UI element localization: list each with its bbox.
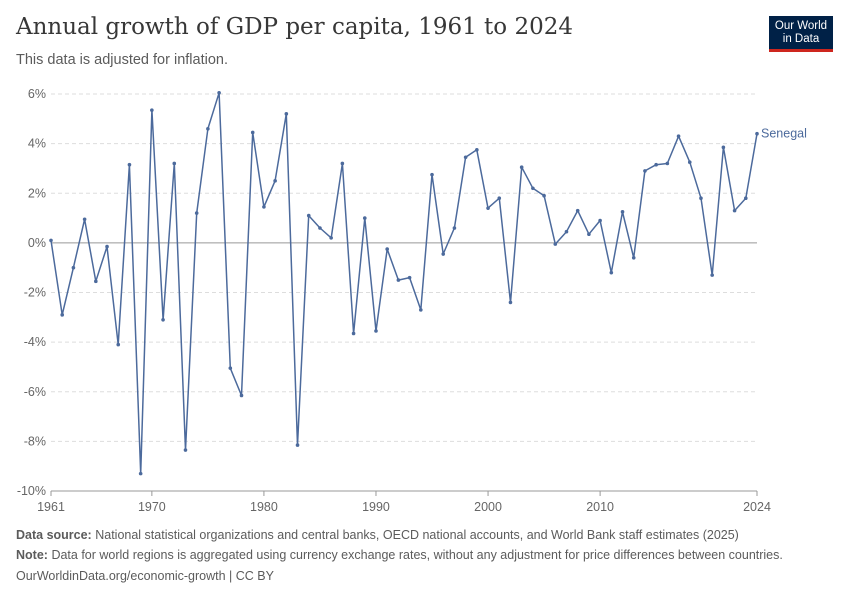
data-point: [306, 213, 311, 218]
data-point: [183, 448, 188, 452]
y-tick-label: 2%: [28, 186, 46, 200]
logo-line-2: in Data: [782, 33, 820, 45]
data-point: [127, 162, 132, 167]
data-point: [116, 342, 121, 347]
data-point: [721, 145, 726, 150]
logo-line-1: Our World: [774, 20, 828, 32]
y-tick-label: -8%: [24, 434, 46, 448]
data-point: [654, 162, 658, 167]
data-point: [329, 236, 333, 240]
data-point: [71, 265, 76, 270]
data-point: [82, 217, 87, 222]
data-point: [239, 393, 244, 398]
chart-note: Note: Data for world regions is aggregat…: [16, 548, 783, 562]
data-point: [508, 300, 513, 305]
series-layer: Senegal: [49, 90, 807, 476]
data-point: [587, 232, 591, 236]
note-label: Note:: [16, 548, 48, 562]
data-point: [374, 329, 378, 333]
data-source-label: Data source:: [16, 528, 92, 542]
data-point: [340, 161, 345, 166]
data-source: Data source: National statistical organi…: [16, 528, 739, 542]
data-point: [643, 169, 647, 173]
y-tick-label: -4%: [24, 335, 46, 349]
data-point: [49, 238, 53, 243]
data-point: [407, 275, 412, 280]
x-tick-label: 2010: [586, 500, 614, 514]
data-source-text: National statistical organizations and c…: [95, 528, 739, 542]
data-point: [755, 131, 759, 136]
data-point: [273, 179, 277, 183]
data-point: [564, 229, 569, 234]
data-point: [295, 443, 300, 447]
data-point: [172, 161, 177, 166]
data-point: [385, 247, 389, 251]
series-label: Senegal: [761, 127, 807, 141]
data-point: [620, 210, 625, 214]
data-point: [575, 208, 580, 213]
x-tick-label: 1990: [362, 500, 390, 514]
data-point: [318, 226, 322, 230]
chart-title: Annual growth of GDP per capita, 1961 to…: [16, 14, 573, 40]
data-point: [284, 112, 289, 116]
data-point: [419, 308, 423, 312]
x-tick-label: 1970: [138, 500, 166, 514]
x-tick-label: 1980: [250, 500, 278, 514]
data-point: [598, 218, 602, 223]
owid-logo[interactable]: Our World in Data: [769, 16, 833, 52]
data-point: [217, 90, 221, 95]
note-text: Data for world regions is aggregated usi…: [51, 548, 783, 562]
x-tick-label: 2000: [474, 500, 502, 514]
data-point: [452, 226, 457, 230]
chart-subtitle: This data is adjusted for inflation.: [16, 52, 228, 68]
y-tick-label: 6%: [28, 87, 46, 101]
data-point: [150, 108, 154, 112]
data-point: [687, 160, 692, 165]
data-point: [542, 193, 546, 198]
x-tick-label: 2024: [743, 500, 771, 514]
y-axis-ticks: 6% 4% 2% 0% -2% -4% -6% -8% -10%: [17, 87, 46, 498]
y-tick-label: -6%: [24, 385, 46, 399]
data-point: [463, 155, 468, 160]
data-point: [430, 172, 434, 177]
y-tick-label: -10%: [17, 484, 46, 498]
data-point: [699, 196, 703, 201]
data-point: [486, 206, 490, 210]
data-point: [206, 126, 210, 131]
data-point: [732, 208, 737, 213]
data-point: [519, 165, 524, 169]
data-point: [194, 211, 199, 215]
series-line: [50, 92, 758, 475]
data-point: [250, 130, 255, 135]
grid-lines: [51, 93, 757, 492]
x-axis-ticks: 1961 1970 1980 1990 2000 2010 2024: [37, 490, 771, 514]
data-point: [138, 471, 143, 476]
y-tick-label: 4%: [28, 137, 46, 151]
data-point: [531, 186, 535, 191]
data-point: [351, 331, 356, 336]
data-point: [609, 270, 614, 275]
data-point: [105, 244, 109, 249]
data-point: [743, 196, 748, 201]
data-point: [441, 252, 446, 256]
data-point: [631, 255, 636, 260]
data-point: [161, 317, 165, 322]
data-point: [710, 273, 714, 277]
data-point: [262, 205, 266, 209]
data-point: [676, 134, 681, 138]
data-point: [497, 196, 502, 201]
data-point: [665, 161, 670, 166]
data-point: [228, 366, 233, 370]
y-tick-label: -2%: [24, 286, 46, 300]
data-point: [396, 278, 401, 282]
data-point: [60, 313, 65, 317]
source-url[interactable]: OurWorldinData.org/economic-growth | CC …: [16, 569, 274, 583]
data-point: [475, 148, 479, 152]
data-point: [94, 279, 98, 284]
data-point: [362, 216, 367, 220]
y-tick-label: 0%: [28, 236, 46, 250]
data-point: [553, 242, 558, 246]
x-tick-label: 1961: [37, 500, 65, 514]
